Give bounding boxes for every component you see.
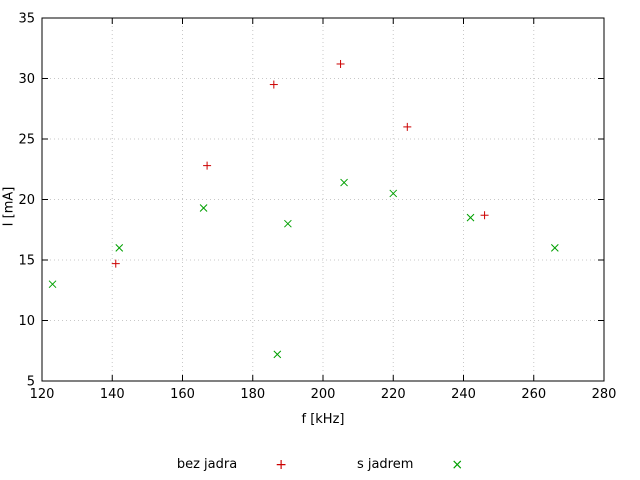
data-point xyxy=(340,178,348,187)
x-tick-label: 200 xyxy=(311,387,336,402)
y-axis-label: I [mA] xyxy=(1,186,17,227)
x-tick-label: 260 xyxy=(521,387,546,402)
y-tick-label: 20 xyxy=(18,193,35,208)
data-point xyxy=(389,189,398,198)
y-tick-label: 5 xyxy=(27,375,35,390)
y-tick-label: 10 xyxy=(18,314,35,329)
data-point xyxy=(199,204,208,212)
x-tick-label: 280 xyxy=(592,387,617,402)
legend-label: s jadrem xyxy=(356,457,414,472)
data-point xyxy=(466,213,475,222)
data-point xyxy=(48,280,57,289)
y-tick-label: 25 xyxy=(18,133,35,148)
data-point xyxy=(273,350,282,359)
y-tick-label: 35 xyxy=(18,12,35,27)
plus-marker-icon: + xyxy=(275,456,287,473)
data-point xyxy=(284,219,292,228)
legend: bez jadra + s jadrem × xyxy=(0,457,640,472)
x-tick-label: 180 xyxy=(240,387,265,402)
y-tick-label: 30 xyxy=(18,72,35,87)
x-tick-label: 160 xyxy=(170,387,195,402)
x-tick-label: 140 xyxy=(100,387,125,402)
cross-marker-icon: × xyxy=(451,456,464,473)
data-point xyxy=(550,244,559,252)
x-tick-label: 220 xyxy=(381,387,406,402)
x-axis-label: f [kHz] xyxy=(301,412,345,427)
legend-label: bez jadra xyxy=(176,457,238,472)
legend-item-bez-jadra: bez jadra + xyxy=(177,457,287,472)
data-point xyxy=(115,244,124,252)
y-tick-label: 15 xyxy=(18,254,35,269)
x-tick-label: 120 xyxy=(30,387,55,402)
legend-item-s-jadrem: s jadrem × xyxy=(357,457,463,472)
x-tick-label: 240 xyxy=(451,387,476,402)
